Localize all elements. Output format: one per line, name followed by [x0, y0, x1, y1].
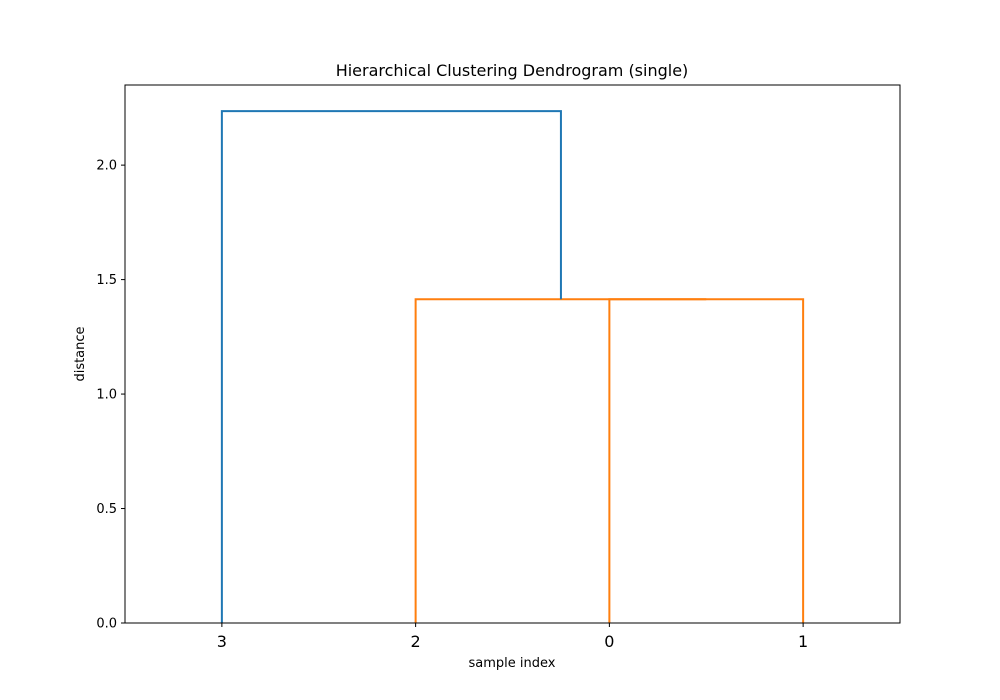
x-tick-label-leaf-1: 1 [798, 632, 808, 651]
x-tick-label-leaf-0: 0 [604, 632, 614, 651]
dendrogram-link-3-2-0-1 [220, 110, 562, 623]
x-axis-label: sample index [469, 656, 556, 671]
y-axis-ticks: 0.0 0.5 1.0 1.5 2.0 [96, 159, 125, 632]
y-axis-label: distance [73, 326, 88, 381]
dendrogram-links [220, 110, 805, 623]
y-tick-label: 1.5 [96, 273, 117, 288]
chart-title: Hierarchical Clustering Dendrogram (sing… [336, 61, 689, 80]
y-tick-label: 0.5 [96, 502, 117, 517]
y-tick-label: 2.0 [96, 159, 117, 174]
x-axis-ticks: 3 2 0 1 [217, 623, 808, 651]
dendrogram-link-2-0-1 [414, 298, 707, 623]
dendrogram-link-0-1 [608, 298, 805, 623]
y-tick-label: 1.0 [96, 388, 117, 403]
x-tick-label-leaf-2: 2 [411, 632, 421, 651]
x-tick-label-leaf-3: 3 [217, 632, 227, 651]
plot-frame [124, 84, 901, 624]
y-tick-label: 0.0 [96, 617, 117, 632]
